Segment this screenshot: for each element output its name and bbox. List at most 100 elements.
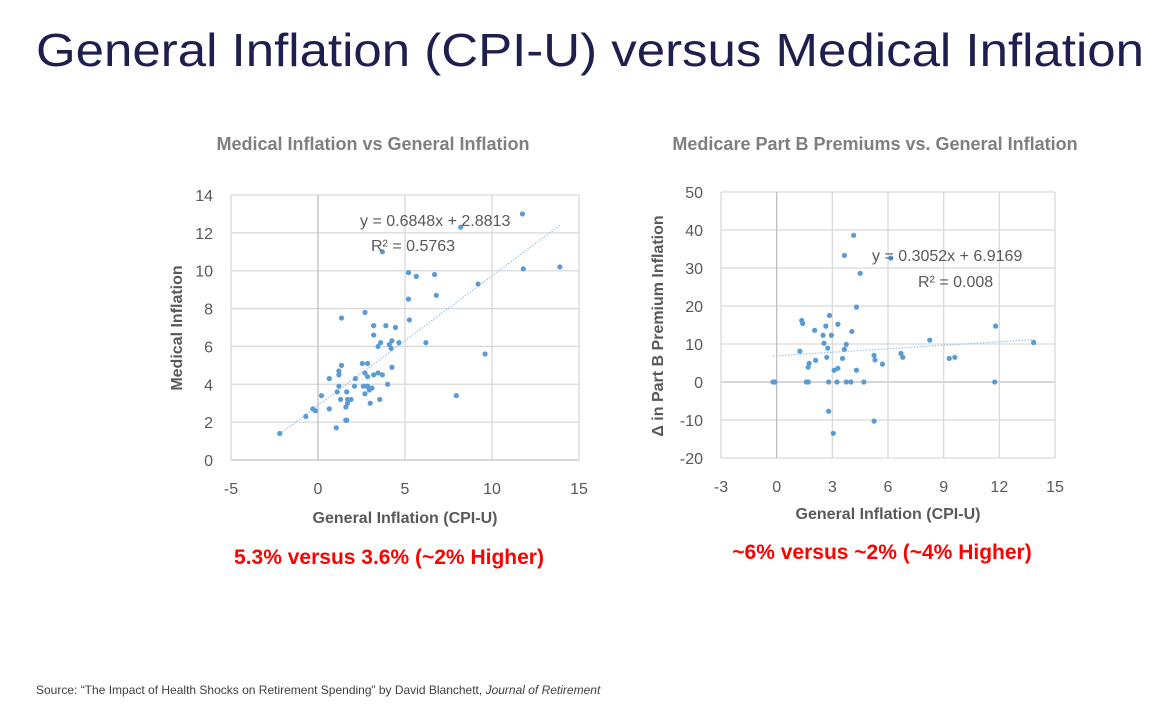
data-point bbox=[379, 372, 385, 378]
r-squared: R² = 0.008 bbox=[918, 274, 993, 291]
y-tick-label: 4 bbox=[204, 377, 213, 394]
data-point bbox=[888, 255, 894, 261]
data-point bbox=[389, 364, 395, 370]
data-point bbox=[344, 400, 351, 406]
data-point bbox=[359, 360, 365, 367]
data-point bbox=[312, 408, 318, 414]
data-point bbox=[830, 430, 836, 436]
data-point bbox=[835, 365, 841, 371]
data-point bbox=[946, 355, 952, 362]
data-point bbox=[820, 332, 826, 338]
data-point bbox=[800, 320, 806, 327]
data-point bbox=[338, 396, 344, 403]
y-tick-label: 0 bbox=[694, 375, 703, 392]
data-point bbox=[396, 340, 402, 346]
y-tick-label: 14 bbox=[195, 188, 213, 205]
data-point bbox=[900, 354, 906, 360]
data-point bbox=[336, 372, 342, 378]
trendline bbox=[279, 224, 561, 435]
data-point bbox=[853, 367, 860, 373]
data-point bbox=[364, 360, 371, 367]
data-point bbox=[557, 264, 563, 270]
data-point bbox=[839, 355, 846, 362]
data-point bbox=[303, 413, 309, 420]
x-tick-label: -5 bbox=[224, 481, 238, 498]
data-point bbox=[388, 345, 394, 351]
data-point bbox=[824, 354, 830, 360]
y-axis-title: Δ in Part B Premium Inflation bbox=[650, 215, 667, 436]
x-tick-label: 5 bbox=[401, 481, 410, 498]
data-point bbox=[826, 379, 832, 385]
data-point bbox=[834, 379, 840, 385]
data-point bbox=[453, 393, 459, 399]
data-point bbox=[338, 362, 345, 368]
y-tick-label: 40 bbox=[685, 223, 703, 240]
x-tick-label: 10 bbox=[483, 481, 501, 498]
data-point bbox=[326, 406, 332, 412]
data-point bbox=[413, 273, 419, 279]
x-tick-label: -3 bbox=[714, 479, 728, 496]
comparison-annotation: ~6% versus ~2% (~4% Higher) bbox=[732, 541, 1031, 564]
data-point bbox=[406, 317, 412, 323]
data-point bbox=[879, 361, 886, 367]
data-point bbox=[772, 379, 778, 385]
data-point bbox=[348, 396, 354, 403]
source-citation: Source: “The Impact of Health Shocks on … bbox=[36, 683, 601, 697]
data-point bbox=[352, 376, 359, 382]
data-point bbox=[805, 379, 811, 385]
source-text: Source: “The Impact of Health Shocks on … bbox=[36, 683, 486, 697]
data-point bbox=[369, 385, 375, 391]
x-tick-label: 15 bbox=[1046, 479, 1064, 496]
data-point bbox=[344, 389, 350, 395]
data-point bbox=[364, 374, 371, 380]
data-point bbox=[857, 270, 863, 276]
data-point bbox=[377, 396, 383, 403]
data-point bbox=[371, 323, 377, 329]
medical-vs-general-chart: Medical Inflation vs General Inflation 0… bbox=[169, 134, 588, 569]
data-point bbox=[825, 345, 831, 351]
data-point bbox=[821, 340, 827, 346]
data-point bbox=[835, 321, 841, 327]
data-point bbox=[371, 372, 377, 378]
data-point bbox=[433, 292, 439, 298]
data-point bbox=[482, 351, 488, 357]
data-point bbox=[334, 389, 340, 395]
data-point bbox=[336, 368, 342, 374]
y-tick-label: 10 bbox=[195, 264, 213, 281]
y-tick-label: 6 bbox=[204, 339, 213, 356]
y-tick-label: 12 bbox=[195, 226, 213, 243]
data-point bbox=[333, 425, 339, 431]
data-point bbox=[871, 352, 877, 358]
trendline bbox=[772, 338, 1035, 357]
data-point bbox=[1031, 339, 1037, 346]
data-point bbox=[344, 417, 350, 423]
data-point bbox=[362, 391, 368, 397]
data-point bbox=[826, 312, 833, 319]
data-point bbox=[853, 304, 860, 310]
data-point bbox=[797, 348, 803, 354]
chart-title: Medical Inflation vs General Inflation bbox=[216, 134, 529, 154]
x-tick-label: 6 bbox=[884, 479, 893, 496]
data-point bbox=[861, 379, 867, 385]
data-point bbox=[385, 381, 391, 387]
y-axis-title: Medical Inflation bbox=[169, 265, 186, 390]
data-point bbox=[392, 324, 399, 331]
data-point bbox=[423, 340, 429, 346]
data-point bbox=[379, 249, 385, 255]
x-tick-label: 15 bbox=[570, 481, 588, 498]
y-tick-label: 8 bbox=[204, 302, 213, 319]
data-point bbox=[841, 252, 847, 259]
data-point bbox=[371, 332, 377, 338]
data-point bbox=[431, 271, 438, 278]
y-tick-label: 10 bbox=[685, 337, 703, 354]
x-tick-label: 9 bbox=[939, 479, 948, 496]
data-point bbox=[362, 370, 368, 376]
data-point bbox=[993, 323, 999, 329]
source-journal: Journal of Retirement bbox=[485, 683, 601, 697]
data-point bbox=[383, 323, 389, 329]
data-point bbox=[378, 340, 384, 346]
data-point bbox=[277, 430, 283, 437]
r-squared: R² = 0.5763 bbox=[371, 238, 455, 255]
data-point bbox=[458, 224, 464, 230]
data-point bbox=[475, 281, 481, 287]
